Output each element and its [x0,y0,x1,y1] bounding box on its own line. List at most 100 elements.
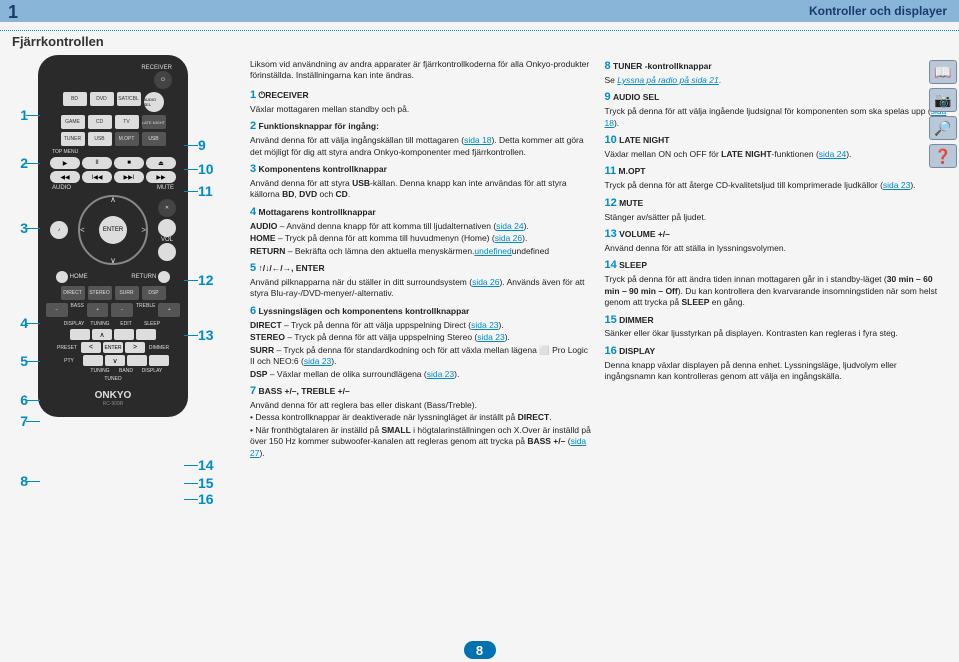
pty-label: PTY [57,358,81,364]
dpad: ENTER ∧ ∨ < > [78,195,148,265]
input-game[interactable]: GAME [61,115,85,129]
input-dvd[interactable]: DVD [90,92,114,106]
edit-button[interactable] [114,329,134,340]
treble-plus[interactable]: + [158,303,180,317]
help-icon[interactable]: ❓ [929,144,957,168]
input-satcbl[interactable]: SAT/CBL [117,92,141,106]
dpad-down[interactable]: ∨ [110,256,116,265]
display-label: DISPLAY [62,321,86,327]
callout-11: 11 [198,183,213,199]
return-label: RETURN [131,274,156,280]
prev-button[interactable]: I◀◀ [82,171,112,183]
stereo-button[interactable]: STEREO [88,286,112,300]
zoom-icon[interactable]: 🔎 [929,116,957,140]
preset-label: PRESET [55,345,79,351]
mute-label: MUTE [157,185,174,191]
home-label: HOME [70,274,88,280]
callout-12: 12 [198,272,214,288]
pause-button[interactable]: II [82,157,112,169]
callout-4: 4 [8,315,28,331]
mopt-button[interactable]: M.OPT [115,132,139,146]
callout-16: 16 [198,491,214,507]
input-bd[interactable]: BD [63,92,87,106]
display2-button[interactable] [149,355,169,366]
preset-left[interactable]: < [81,342,101,353]
callout-9: 9 [198,137,206,153]
bass-label: BASS [71,303,84,317]
stop-button[interactable]: ■ [114,157,144,169]
edit-label: EDIT [114,321,138,327]
chapter-title: Kontroller och displayer [809,4,947,18]
usb-button[interactable]: USB [142,132,166,146]
return-button[interactable]: ↩ [158,271,170,283]
remote-control: RECEIVER ⏻ BD DVD SAT/CBL AUDIO SEL GAME… [38,55,188,417]
callout-5: 5 [8,353,28,369]
chapter-header: 1 Kontroller och displayer [0,0,959,22]
preset-right[interactable]: > [125,342,145,353]
model-number: RC-909R [46,401,180,407]
vol-down[interactable]: − [158,243,176,261]
tuning-down-button[interactable]: ∨ [105,355,125,366]
callout-1: 1 [8,107,28,123]
chapter-number: 1 [8,2,18,23]
tuning2-label: TUNING [88,368,112,374]
tuning-label: TUNING [88,321,112,327]
dsp-button[interactable]: DSP [142,286,166,300]
callout-10: 10 [198,161,214,177]
dpad-right[interactable]: > [141,226,146,235]
vol-up[interactable]: + [158,219,176,237]
pty-button[interactable] [83,355,103,366]
audio-sel-button[interactable]: AUDIO SEL [144,92,164,112]
bass-plus[interactable]: + [87,303,109,317]
home-button[interactable]: ⌂ [56,271,68,283]
surr-button[interactable]: SURR [115,286,139,300]
bass-minus[interactable]: − [46,303,68,317]
divider [0,30,959,31]
input-usb[interactable]: USB [88,132,112,146]
camera-icon[interactable]: 📷 [929,88,957,112]
mute-button[interactable]: ✕ [158,199,176,217]
band-label: BAND [114,368,138,374]
callout-8: 8 [8,473,28,489]
treble-label: TREBLE [136,303,155,317]
input-tv[interactable]: TV [115,115,139,129]
enter-button[interactable]: ENTER [99,216,127,244]
rwd-button[interactable]: ◀◀ [50,171,80,183]
audio-button[interactable]: ♪ [50,221,68,239]
callout-7: 7 [8,413,28,429]
play-button[interactable]: ▶ [50,157,80,169]
next-button[interactable]: ▶▶I [114,171,144,183]
band-button[interactable] [127,355,147,366]
tuned-label: TUNED [46,376,180,382]
callout-15: 15 [198,475,214,491]
tuning-up-button[interactable]: ∧ [92,329,112,340]
callout-13: 13 [198,327,214,343]
remote-column: 12345678 910111213141516 RECEIVER ⏻ BD D… [8,55,238,463]
brand-logo: ONKYO [46,390,180,401]
fwd-button[interactable]: ▶▶ [146,171,176,183]
callout-6: 6 [8,392,28,408]
enter2-button[interactable]: ENTER [103,342,123,353]
dpad-left[interactable]: < [80,226,85,235]
description-text: Liksom vid användning av andra apparater… [246,55,951,463]
sleep-label: SLEEP [140,321,164,327]
sleep-button[interactable] [136,329,156,340]
book-icon[interactable]: 📖 [929,60,957,84]
top-menu-label: TOP MENU [52,149,180,155]
power-button[interactable]: ⏻ [154,71,172,89]
input-tuner[interactable]: TUNER [61,132,85,146]
dpad-up[interactable]: ∧ [110,195,116,204]
dimmer-label: DIMMER [147,345,171,351]
callout-3: 3 [8,220,28,236]
side-nav-icons: 📖 📷 🔎 ❓ [929,60,957,168]
display-button[interactable] [70,329,90,340]
late-night-button[interactable]: LATE NIGHT [142,115,166,129]
callout-2: 2 [8,155,28,171]
input-cd[interactable]: CD [88,115,112,129]
display3-label: DISPLAY [140,368,164,374]
section-title: Fjärrkontrollen [12,34,959,49]
eject-button[interactable]: ⏏ [146,157,176,169]
page-number: 8 [464,641,496,659]
treble-minus[interactable]: − [111,303,133,317]
direct-button[interactable]: DIRECT [61,286,85,300]
